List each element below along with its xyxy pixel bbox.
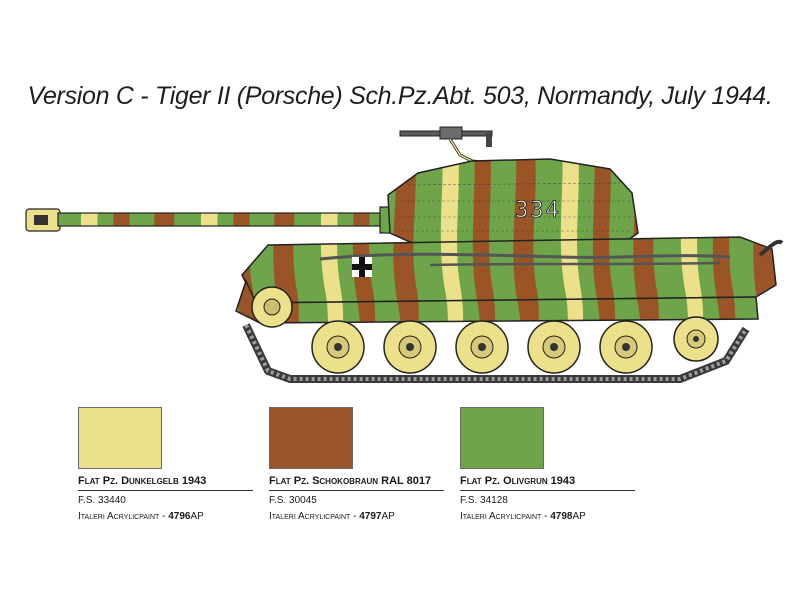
color-name: Flat Pz. Schokobraun RAL 8017 xyxy=(269,475,444,491)
road-wheel xyxy=(383,320,437,374)
main-gun-barrel xyxy=(25,206,421,234)
color-chip xyxy=(269,407,353,469)
color-name: Flat Pz. Dunkelgelb 1943 xyxy=(78,475,253,491)
road-wheel xyxy=(599,320,653,374)
turret-number: 334 xyxy=(515,198,561,223)
balkenkreuz-insignia xyxy=(352,257,372,277)
tiger-ii-tank-illustration: 334 xyxy=(25,126,784,383)
page-title: Version C - Tiger II (Porsche) Sch.Pz.Ab… xyxy=(27,82,773,110)
machine-gun xyxy=(399,126,493,165)
fs-code: F.S. 34128 xyxy=(460,495,508,506)
idler-wheel xyxy=(673,316,719,362)
color-swatch-olivgrun: Flat Pz. Olivgrun 1943 F.S. 34128 Italer… xyxy=(460,407,640,525)
fs-code: F.S. 33440 xyxy=(78,495,126,506)
road-wheels xyxy=(311,316,719,374)
drive-sprocket xyxy=(251,286,293,328)
color-swatch-dunkelgelb: Flat Pz. Dunkelgelb 1943 F.S. 33440 Ital… xyxy=(78,407,258,525)
color-swatch-schokobraun: Flat Pz. Schokobraun RAL 8017 F.S. 30045… xyxy=(269,407,449,525)
hull xyxy=(235,236,777,324)
color-chip xyxy=(460,407,544,469)
tow-cable-end xyxy=(758,239,784,257)
fs-code: F.S. 30045 xyxy=(269,495,317,506)
road-wheel xyxy=(527,320,581,374)
turret xyxy=(387,158,639,246)
color-chip xyxy=(78,407,162,469)
paint-reference: Italeri Acrylicpaint - 4798AP xyxy=(460,511,586,522)
road-wheel xyxy=(455,320,509,374)
road-wheel xyxy=(311,320,365,374)
color-name: Flat Pz. Olivgrun 1943 xyxy=(460,475,635,491)
paint-reference: Italeri Acrylicpaint - 4797AP xyxy=(269,511,395,522)
paint-reference: Italeri Acrylicpaint - 4796AP xyxy=(78,511,204,522)
